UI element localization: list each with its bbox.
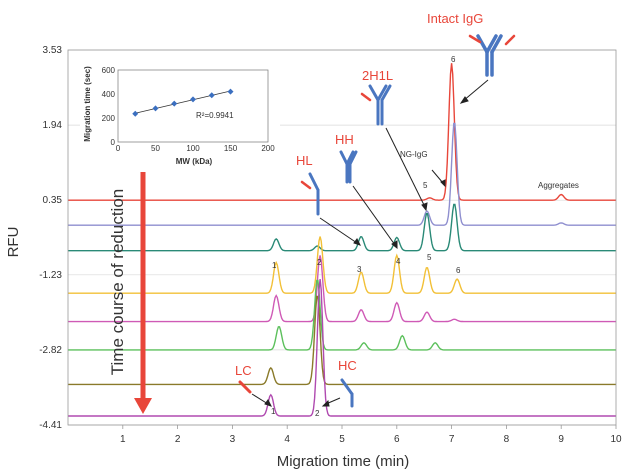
2h1l-label: 2H1L xyxy=(362,68,393,83)
inset-points xyxy=(132,88,234,117)
peak-label-2-bottom: 2 xyxy=(315,409,320,418)
trace-line-5 xyxy=(68,255,616,323)
inset-background xyxy=(80,56,280,166)
y-axis-title: RFU xyxy=(5,227,22,258)
inset-x-tick-label: 200 xyxy=(261,144,275,153)
x-tick-label: 7 xyxy=(449,434,455,445)
hc-label: HC xyxy=(338,358,357,373)
inset-fit-line xyxy=(135,90,231,114)
inset-x-tick-label: 150 xyxy=(224,144,238,153)
aggregates-label: Aggregates xyxy=(538,181,579,190)
inset-point xyxy=(227,88,234,95)
inset-x-tick-label: 0 xyxy=(116,144,121,153)
pointer-arrows xyxy=(251,79,489,407)
trace-line-7 xyxy=(68,295,616,386)
inset-x-tick-label: 100 xyxy=(186,144,200,153)
x-tick-label: 3 xyxy=(230,434,236,445)
y-tick-labels: 3.53 1.94 0.35 -1.23 -2.82 -4.41 xyxy=(39,45,62,431)
x-tick-label: 1 xyxy=(120,434,126,445)
x-tick-label: 2 xyxy=(175,434,181,445)
peak-label-2-top: 2 xyxy=(317,258,322,267)
peak-label-4-top: 4 xyxy=(396,257,401,266)
time-course-arrow-head xyxy=(134,398,152,414)
inset-plot: 0 50 100 150 200 0 200 400 600 MW (kDa) Migratio… xyxy=(80,56,280,166)
hh-label: HH xyxy=(335,132,354,147)
hc-icon xyxy=(340,378,354,408)
time-course-label: Time course of reduction xyxy=(108,189,127,375)
hl-icon xyxy=(300,172,320,216)
x-tick-label: 6 xyxy=(394,434,400,445)
inset-point xyxy=(171,100,178,107)
y-tick-label: -4.41 xyxy=(39,420,62,431)
y-tick-label: -2.82 xyxy=(39,345,62,356)
2h1l-icon xyxy=(360,84,392,126)
inset-point xyxy=(208,92,215,99)
trace-line-1 xyxy=(68,63,616,201)
trace-group xyxy=(68,63,616,417)
x-tick-label: 9 xyxy=(558,434,564,445)
lc-icon xyxy=(238,380,252,394)
trace-line-3 xyxy=(68,203,616,252)
ngigg-label: NG-IgG xyxy=(400,150,428,159)
peak-label-3-top: 3 xyxy=(357,265,362,274)
y-tick-label: -1.23 xyxy=(39,270,62,281)
inset-r2-label: R²=0.9941 xyxy=(196,111,234,120)
trace-line-8 xyxy=(68,279,616,417)
inset-point xyxy=(152,105,159,112)
trace-line-4 xyxy=(68,236,616,294)
peak-label-1-bottom: 1 xyxy=(271,407,276,416)
intact-igg-label: Intact IgG xyxy=(427,11,483,26)
peak-label-1-top: 1 xyxy=(272,261,277,270)
trace-line-2 xyxy=(68,122,616,226)
inset-x-title: MW (kDa) xyxy=(176,157,213,166)
x-tick-label: 10 xyxy=(610,434,622,445)
inset-y-tick-label: 0 xyxy=(111,138,116,147)
inset-axes: 0 50 100 150 200 0 200 400 600 xyxy=(102,66,276,153)
trace-line-6 xyxy=(68,279,616,351)
inset-y-title: Migration time (sec) xyxy=(83,66,92,142)
x-tick-label: 4 xyxy=(284,434,290,445)
inset-y-tick-label: 600 xyxy=(102,66,116,75)
inset-point xyxy=(132,110,139,117)
peak-label-6-top: 6 xyxy=(456,266,461,275)
hl-label: HL xyxy=(296,153,313,168)
inset-x-tick-label: 50 xyxy=(151,144,160,153)
peak-label-5-ng: 5 xyxy=(423,181,428,190)
x-tick-labels: 1 2 3 4 5 6 7 8 9 10 xyxy=(120,434,622,445)
peak-labels: 1 2 3 4 5 6 5 6 1 2 xyxy=(271,55,461,418)
hh-icon xyxy=(339,150,358,184)
y-tick-label: 3.53 xyxy=(43,45,63,56)
y-tick-label: 0.35 xyxy=(43,195,63,206)
plot-frame xyxy=(67,49,617,426)
intact-igg-icon xyxy=(468,34,516,77)
inset-point xyxy=(190,96,196,103)
inset-frame xyxy=(117,69,269,143)
y-tick-label: 1.94 xyxy=(43,120,63,131)
peak-label-6-intact: 6 xyxy=(451,55,456,64)
x-tick-label: 8 xyxy=(504,434,510,445)
x-tick-label: 5 xyxy=(339,434,345,445)
inset-y-tick-label: 400 xyxy=(102,90,116,99)
lc-label: LC xyxy=(235,363,252,378)
inset-y-tick-label: 200 xyxy=(102,114,116,123)
peak-label-5-top: 5 xyxy=(427,253,432,262)
x-axis-title: Migration time (min) xyxy=(277,453,410,470)
